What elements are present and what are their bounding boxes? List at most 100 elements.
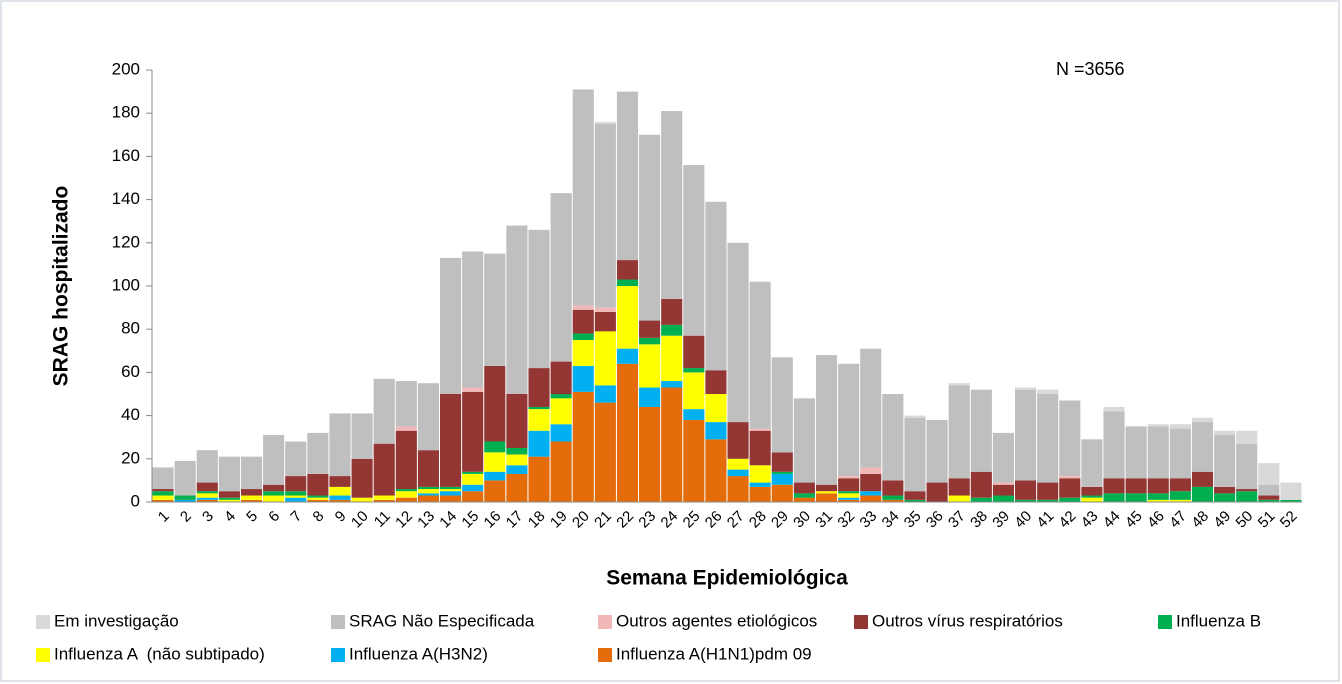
bar-segment — [462, 471, 484, 474]
bar-segment — [860, 491, 882, 496]
bar-segment — [838, 476, 860, 479]
bar-segment — [506, 473, 528, 502]
bar-segment — [307, 432, 329, 474]
bar-segment — [329, 476, 351, 487]
bar-segment — [373, 443, 395, 496]
bar-segment — [572, 309, 594, 334]
bar-segment — [771, 473, 793, 485]
legend-label: SRAG Não Especificada — [349, 611, 535, 630]
bar-segment — [1081, 495, 1103, 498]
y-axis-title: SRAG hospitalizado — [50, 186, 73, 387]
bar-segment — [550, 193, 572, 362]
bar-segment — [749, 465, 771, 483]
bar-segment — [1258, 495, 1280, 500]
bar-segment — [1214, 486, 1236, 494]
bar-segment — [683, 368, 705, 373]
bar-segment — [815, 484, 838, 492]
bar-segment — [373, 495, 395, 500]
bar-segment — [196, 497, 218, 500]
bar-segment — [1081, 497, 1103, 502]
bar-segment — [1015, 389, 1037, 481]
bar-segment — [1081, 439, 1103, 487]
bar-segment — [440, 491, 462, 496]
bar-segment — [882, 495, 904, 500]
bar-segment — [838, 499, 860, 502]
bar-segment — [1015, 480, 1037, 500]
bar-segment — [196, 493, 218, 498]
y-tick-label: 120 — [112, 232, 140, 251]
bar-segment — [639, 320, 661, 338]
bar-segment — [705, 422, 727, 440]
bar-segment — [705, 394, 727, 423]
bar-segment — [771, 357, 793, 453]
bar-segment — [1236, 430, 1258, 444]
bar-segment — [749, 430, 771, 466]
legend-label: Outros agentes etiológicos — [616, 611, 817, 630]
bar-segment — [661, 381, 683, 388]
bar-segment — [174, 495, 196, 500]
bar-segment — [1103, 493, 1125, 502]
bar-segment — [970, 497, 992, 502]
bar-segment — [594, 124, 616, 308]
bar-segment — [152, 499, 174, 502]
bar-segment — [484, 471, 506, 481]
bar-segment — [373, 499, 395, 502]
bar-segment — [373, 378, 395, 444]
bar-segment — [992, 484, 1014, 496]
bar-segment — [926, 482, 948, 502]
legend-label: Outros vírus respiratórios — [872, 611, 1063, 630]
bar-segment — [152, 495, 174, 500]
bar-segment — [860, 495, 882, 502]
bar-segment — [683, 409, 705, 420]
bar-segment — [572, 365, 594, 392]
bar-segment — [616, 260, 639, 280]
bar-segment — [395, 489, 417, 492]
bar-segment — [440, 495, 462, 502]
bar-segment — [285, 491, 307, 496]
bar-segment — [948, 383, 970, 386]
bar-segment — [417, 450, 439, 487]
bar-segment — [793, 482, 815, 494]
bar-segment — [329, 413, 351, 477]
bar-segment — [218, 499, 240, 502]
bar-segment — [639, 344, 661, 388]
y-tick-label: 160 — [112, 146, 140, 165]
legend-label: Influenza A (não subtipado) — [54, 644, 265, 663]
bar-segment — [749, 486, 771, 502]
bar-segment — [329, 495, 351, 500]
y-tick-label: 180 — [112, 103, 140, 122]
bar-segment — [904, 491, 926, 500]
bar-segment — [1103, 406, 1125, 412]
bar-segment — [506, 465, 528, 474]
bar-segment — [462, 484, 484, 492]
bar-segment — [285, 476, 307, 492]
bar-segment — [307, 497, 329, 500]
x-axis-title: Semana Epidemiológica — [606, 567, 848, 590]
bar-segment — [838, 493, 860, 498]
bar-segment — [1037, 394, 1059, 483]
bar-segment — [550, 424, 572, 442]
bar-segment — [307, 473, 329, 496]
bar-segment — [992, 495, 1014, 502]
bar-segment — [572, 333, 594, 340]
bar-segment — [196, 450, 218, 483]
bar-segment — [572, 305, 594, 310]
bar-segment — [351, 497, 373, 502]
bar-segment — [1147, 478, 1169, 494]
bar-segment — [639, 134, 661, 321]
bar-segment — [218, 497, 240, 500]
bar-segment — [594, 307, 616, 312]
bar-segment — [639, 387, 661, 407]
legend-swatch — [331, 648, 345, 662]
bar-segment — [1169, 424, 1191, 429]
bar-segment — [594, 331, 616, 386]
bar-segment — [1015, 387, 1037, 390]
bar-segment — [506, 454, 528, 466]
bar-segment — [440, 486, 462, 490]
y-tick-label: 200 — [112, 59, 140, 78]
legend-swatch — [598, 615, 612, 629]
bar-segment — [771, 452, 793, 472]
bar-segment — [395, 426, 417, 431]
bar-segment — [395, 381, 417, 427]
bar-segment — [417, 486, 439, 490]
